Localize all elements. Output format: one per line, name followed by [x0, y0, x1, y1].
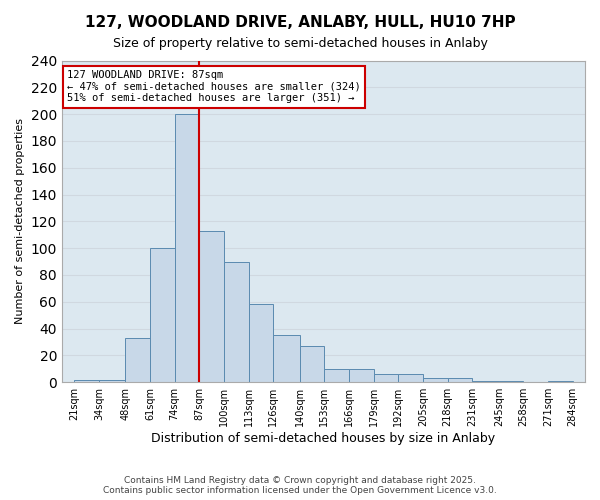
Bar: [248, 304, 273, 382]
Bar: [99, 380, 125, 382]
Bar: [125, 338, 150, 382]
Bar: [398, 374, 423, 382]
Bar: [423, 378, 448, 382]
Bar: [349, 369, 374, 382]
Bar: [273, 336, 300, 382]
Y-axis label: Number of semi-detached properties: Number of semi-detached properties: [15, 118, 25, 324]
Bar: [472, 381, 499, 382]
Bar: [199, 230, 224, 382]
Bar: [374, 374, 398, 382]
Text: 127 WOODLAND DRIVE: 87sqm
← 47% of semi-detached houses are smaller (324)
51% of: 127 WOODLAND DRIVE: 87sqm ← 47% of semi-…: [67, 70, 361, 103]
Text: Size of property relative to semi-detached houses in Anlaby: Size of property relative to semi-detach…: [113, 38, 487, 51]
Text: 127, WOODLAND DRIVE, ANLABY, HULL, HU10 7HP: 127, WOODLAND DRIVE, ANLABY, HULL, HU10 …: [85, 15, 515, 30]
Bar: [224, 262, 248, 382]
Bar: [74, 380, 99, 382]
Bar: [300, 346, 325, 382]
Bar: [548, 381, 572, 382]
Text: Contains HM Land Registry data © Crown copyright and database right 2025.
Contai: Contains HM Land Registry data © Crown c…: [103, 476, 497, 495]
Bar: [150, 248, 175, 382]
Bar: [325, 369, 349, 382]
Bar: [499, 381, 523, 382]
Bar: [448, 378, 472, 382]
X-axis label: Distribution of semi-detached houses by size in Anlaby: Distribution of semi-detached houses by …: [151, 432, 496, 445]
Bar: [175, 114, 199, 382]
